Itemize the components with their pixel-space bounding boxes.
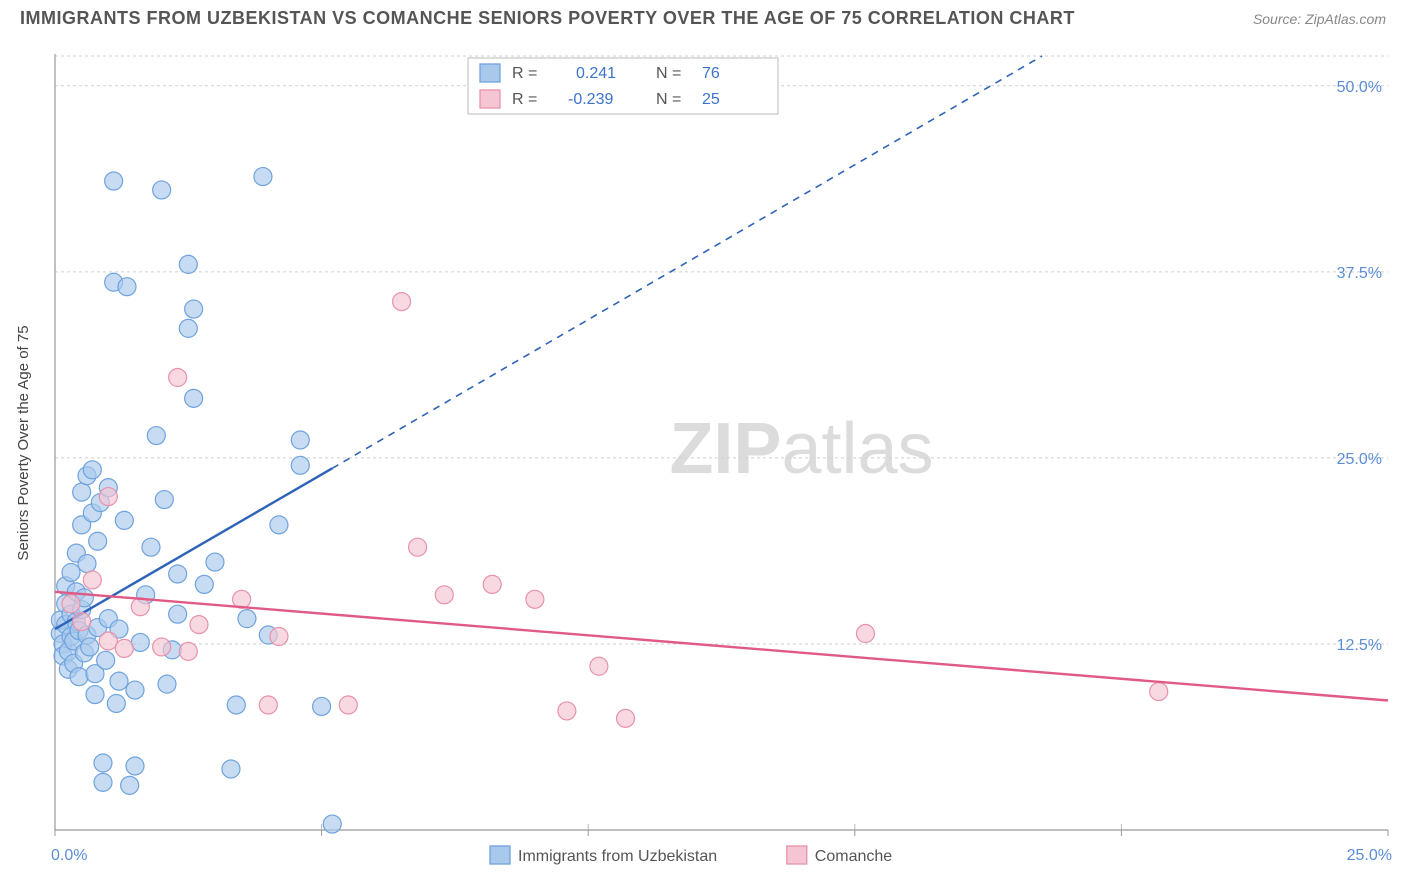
- bottom-legend-swatch: [490, 846, 510, 864]
- data-point: [179, 319, 197, 337]
- data-point: [291, 431, 309, 449]
- data-point: [153, 638, 171, 656]
- y-tick-label: 12.5%: [1337, 637, 1382, 654]
- data-point: [435, 586, 453, 604]
- data-point: [526, 590, 544, 608]
- legend-n-value: 25: [702, 91, 720, 108]
- data-point: [94, 754, 112, 772]
- scatter-chart: 12.5% 25.0% 37.5% 50.0% 0.0% 25.0% Seniors Pov…: [0, 38, 1406, 892]
- data-point: [409, 538, 427, 556]
- data-point: [73, 613, 91, 631]
- data-point: [179, 642, 197, 660]
- data-point: [339, 696, 357, 714]
- legend-r-label: R =: [512, 91, 537, 108]
- data-point: [99, 488, 117, 506]
- data-point: [185, 389, 203, 407]
- data-point: [617, 709, 635, 727]
- regression-line: [55, 592, 1388, 701]
- data-point: [107, 694, 125, 712]
- watermark: ZIPatlas: [669, 409, 933, 489]
- data-point: [323, 815, 341, 833]
- data-point: [169, 565, 187, 583]
- y-axis-label: Seniors Poverty Over the Age of 75: [15, 325, 32, 560]
- chart-source: Source: ZipAtlas.com: [1253, 11, 1386, 27]
- data-point: [270, 516, 288, 534]
- data-point: [270, 628, 288, 646]
- legend-r-value: 0.241: [576, 65, 616, 82]
- data-point: [483, 575, 501, 593]
- data-point: [259, 696, 277, 714]
- data-point: [147, 427, 165, 445]
- data-point: [86, 686, 104, 704]
- data-point: [105, 172, 123, 190]
- data-point: [222, 760, 240, 778]
- data-point: [78, 555, 96, 573]
- legend-swatch: [480, 64, 500, 82]
- data-point: [70, 668, 88, 686]
- data-point: [73, 483, 91, 501]
- data-point: [393, 293, 411, 311]
- data-point: [97, 651, 115, 669]
- x-tick-label: 0.0%: [51, 847, 87, 864]
- series-1: [62, 293, 1168, 728]
- data-point: [856, 625, 874, 643]
- legend-swatch: [480, 90, 500, 108]
- bottom-legend-label: Comanche: [815, 848, 892, 865]
- data-point: [126, 681, 144, 699]
- data-point: [126, 757, 144, 775]
- regression-extension: [332, 56, 1042, 468]
- data-point: [131, 633, 149, 651]
- data-point: [83, 461, 101, 479]
- legend-r-value: -0.239: [568, 91, 613, 108]
- data-point: [62, 595, 80, 613]
- data-point: [153, 181, 171, 199]
- bottom-legend-label: Immigrants from Uzbekistan: [518, 848, 717, 865]
- data-point: [227, 696, 245, 714]
- data-point: [155, 491, 173, 509]
- data-point: [590, 657, 608, 675]
- data-point: [81, 638, 99, 656]
- chart-title: IMMIGRANTS FROM UZBEKISTAN VS COMANCHE S…: [20, 8, 1075, 29]
- data-point: [169, 605, 187, 623]
- data-point: [190, 616, 208, 634]
- legend-r-label: R =: [512, 65, 537, 82]
- chart-area: 12.5% 25.0% 37.5% 50.0% 0.0% 25.0% Seniors Pov…: [0, 38, 1406, 892]
- y-tick-label: 37.5%: [1337, 265, 1382, 282]
- data-point: [291, 456, 309, 474]
- data-point: [254, 168, 272, 186]
- bottom-legend-swatch: [787, 846, 807, 864]
- data-point: [118, 278, 136, 296]
- series-0: [51, 168, 341, 833]
- data-point: [558, 702, 576, 720]
- data-point: [158, 675, 176, 693]
- data-point: [121, 776, 139, 794]
- data-point: [206, 553, 224, 571]
- data-point: [94, 773, 112, 791]
- title-bar: IMMIGRANTS FROM UZBEKISTAN VS COMANCHE S…: [0, 0, 1406, 33]
- y-tick-label: 50.0%: [1337, 79, 1382, 96]
- data-point: [238, 610, 256, 628]
- legend-n-label: N =: [656, 91, 681, 108]
- data-point: [1150, 683, 1168, 701]
- data-point: [313, 697, 331, 715]
- data-point: [115, 511, 133, 529]
- data-point: [185, 300, 203, 318]
- data-point: [110, 672, 128, 690]
- legend-n-label: N =: [656, 65, 681, 82]
- data-point: [83, 571, 101, 589]
- data-point: [142, 538, 160, 556]
- data-point: [195, 575, 213, 593]
- legend-n-value: 76: [702, 65, 720, 82]
- data-point: [99, 632, 117, 650]
- data-point: [89, 532, 107, 550]
- y-tick-label: 25.0%: [1337, 451, 1382, 468]
- data-point: [169, 369, 187, 387]
- data-point: [62, 563, 80, 581]
- data-point: [115, 639, 133, 657]
- x-tick-label: 25.0%: [1347, 847, 1392, 864]
- data-point: [179, 255, 197, 273]
